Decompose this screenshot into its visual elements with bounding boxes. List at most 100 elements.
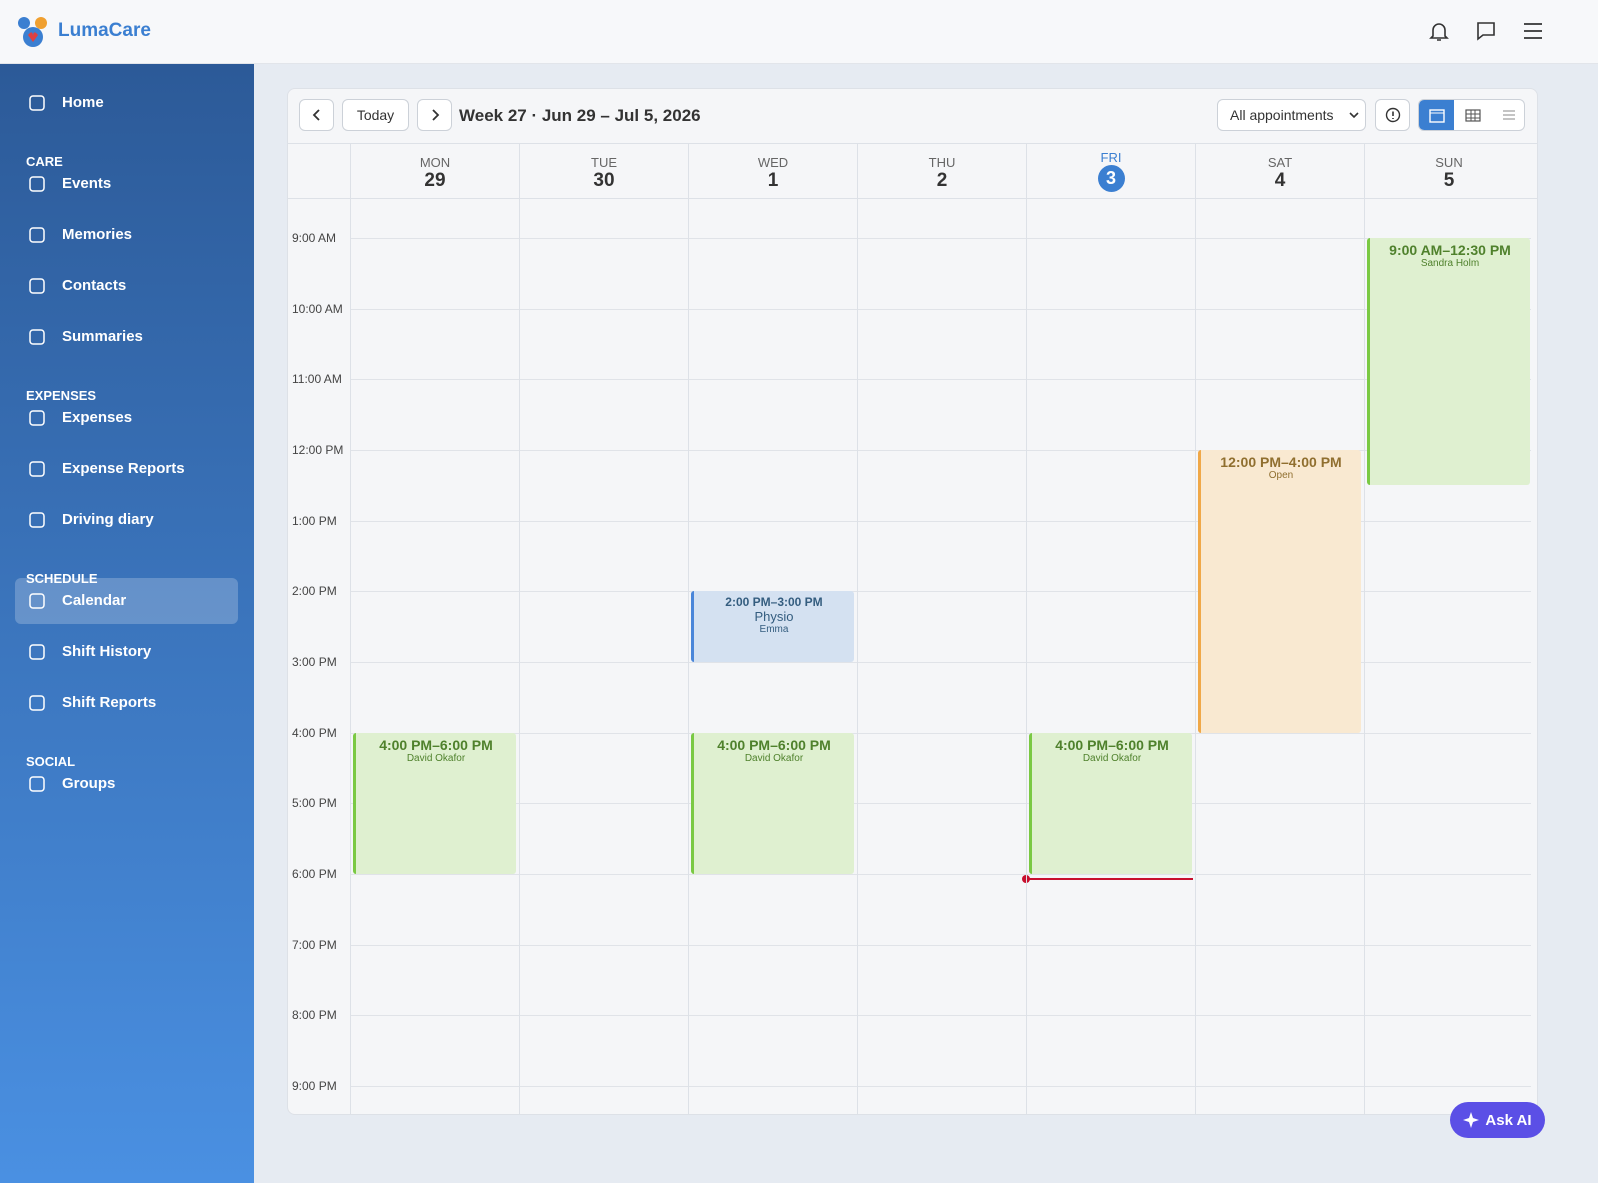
month-view-button[interactable] bbox=[1455, 100, 1490, 130]
nav-item[interactable]: Memories bbox=[15, 212, 238, 258]
filter-select[interactable]: All appointments bbox=[1217, 99, 1366, 131]
nav-item[interactable]: Shift History bbox=[15, 629, 238, 675]
hour-label: 7:00 PM bbox=[292, 937, 337, 952]
day-name: SUN bbox=[1435, 155, 1463, 170]
nav-icon bbox=[29, 461, 45, 477]
nav-item[interactable]: Home bbox=[15, 80, 238, 126]
day-date-wrap: 30 bbox=[520, 170, 688, 192]
list-view-button[interactable] bbox=[1491, 100, 1526, 130]
nav-item[interactable]: Driving diary bbox=[15, 497, 238, 543]
event[interactable]: 12:00 PM–4:00 PM Open bbox=[1198, 450, 1361, 733]
hour-label: 3:00 PM bbox=[292, 655, 337, 670]
day-date: 30 bbox=[593, 170, 615, 191]
ask-ai-button[interactable]: Ask AI bbox=[1450, 1102, 1545, 1138]
nav-icon bbox=[29, 776, 45, 792]
view-switch bbox=[1418, 99, 1525, 131]
day-column bbox=[1364, 198, 1365, 1114]
hour-label: 10:00 AM bbox=[292, 301, 343, 316]
hour-line bbox=[350, 450, 1531, 451]
nav-icon bbox=[29, 176, 45, 192]
nav-icon bbox=[29, 644, 45, 660]
day-name: TUE bbox=[591, 155, 617, 170]
hour-label: 5:00 PM bbox=[292, 796, 337, 811]
hour-label: 2:00 PM bbox=[292, 584, 337, 599]
event[interactable]: 4:00 PM–6:00 PM David Okafor bbox=[1029, 732, 1192, 875]
hour-label: 4:00 PM bbox=[292, 725, 337, 740]
event[interactable]: 9:00 AM–12:30 PM Sandra Holm bbox=[1367, 238, 1530, 486]
nav-item[interactable]: Events bbox=[15, 161, 238, 207]
day-date: 2 bbox=[936, 170, 948, 191]
day-date: 1 bbox=[767, 170, 779, 191]
day-column bbox=[1195, 198, 1196, 1114]
event-person: David Okafor bbox=[744, 752, 804, 764]
nav-label: Expense Reports bbox=[62, 460, 185, 477]
event[interactable]: 4:00 PM–6:00 PM David Okafor bbox=[353, 732, 516, 875]
event-person: Sandra Holm bbox=[1420, 258, 1480, 269]
brand: LumaCare bbox=[58, 20, 151, 41]
day-column bbox=[688, 198, 689, 1114]
event-time: 4:00 PM–6:00 PM bbox=[379, 736, 493, 753]
nav-item[interactable]: Calendar bbox=[15, 578, 238, 624]
today-button[interactable]: Today bbox=[342, 99, 409, 131]
nav-label: Expenses bbox=[62, 409, 133, 426]
prev-button[interactable] bbox=[299, 99, 334, 131]
nav-item[interactable]: Summaries bbox=[15, 314, 238, 360]
hour-label: 1:00 PM bbox=[292, 513, 337, 528]
day-column bbox=[1026, 198, 1027, 1114]
day-column bbox=[350, 198, 351, 1114]
hour-label: 6:00 PM bbox=[292, 867, 337, 882]
nav-icon bbox=[29, 695, 45, 711]
nav-item[interactable]: Contacts bbox=[15, 263, 238, 309]
nav-label: Driving diary bbox=[62, 511, 154, 528]
top-bar: LumaCare bbox=[0, 0, 1598, 64]
week-view-button[interactable] bbox=[1419, 100, 1454, 130]
hour-label: 12:00 PM bbox=[292, 443, 344, 457]
nav-label: Shift History bbox=[62, 643, 152, 660]
day-date: 29 bbox=[424, 170, 446, 191]
event-person: Open bbox=[1268, 470, 1294, 481]
nav-item[interactable]: Expense Reports bbox=[15, 446, 238, 492]
day-column bbox=[857, 198, 858, 1114]
week-label: Week 27 · Jun 29 – Jul 5, 2026 bbox=[459, 106, 701, 125]
info-button[interactable] bbox=[1375, 99, 1410, 131]
nav-icon bbox=[29, 410, 45, 426]
nav-label: Summaries bbox=[62, 328, 143, 345]
hour-line bbox=[350, 591, 1531, 593]
section-title: SCHEDULE bbox=[26, 571, 98, 586]
event-person: David Okafor bbox=[406, 752, 466, 764]
day-date-wrap: 3 bbox=[1027, 165, 1195, 192]
logo bbox=[18, 17, 47, 47]
nav-label: Events bbox=[62, 175, 112, 192]
nav-icon bbox=[29, 593, 45, 609]
event[interactable]: 4:00 PM–6:00 PM David Okafor bbox=[691, 732, 854, 875]
day-name: WED bbox=[757, 155, 789, 170]
nav-item[interactable]: Shift Reports bbox=[15, 680, 238, 726]
nav-item[interactable]: Groups bbox=[15, 761, 238, 807]
event[interactable]: 2:00 PM–3:00 PM Physio Emma bbox=[691, 591, 854, 662]
messages-icon[interactable] bbox=[1475, 20, 1497, 42]
hour-line bbox=[350, 874, 1531, 876]
menu-icon[interactable] bbox=[1522, 21, 1544, 41]
day-date-wrap: 29 bbox=[351, 170, 519, 192]
event-time: 9:00 AM–12:30 PM bbox=[1389, 242, 1511, 258]
day-date-wrap: 2 bbox=[858, 170, 1026, 192]
day-header: THU 2 bbox=[857, 143, 1026, 199]
nav-icon bbox=[29, 278, 45, 294]
day-header: FRI 3 bbox=[1026, 143, 1195, 199]
hour-line bbox=[350, 238, 1531, 239]
filter-value: All appointments bbox=[1230, 107, 1334, 123]
hour-line bbox=[350, 520, 1531, 522]
event-title: Physio bbox=[754, 609, 794, 625]
nav-item[interactable]: Expenses bbox=[15, 395, 238, 441]
hour-line bbox=[350, 662, 1531, 664]
nav-icon bbox=[29, 227, 45, 243]
day-header: MON 29 bbox=[350, 143, 519, 199]
day-date-wrap: 1 bbox=[689, 170, 857, 192]
next-button[interactable] bbox=[417, 99, 452, 131]
nav-label: Shift Reports bbox=[62, 694, 157, 711]
hour-line bbox=[350, 732, 1531, 734]
notifications-icon[interactable] bbox=[1428, 20, 1450, 42]
sidebar: Home CARE Events Memories Contacts Summaries E… bbox=[0, 64, 254, 1183]
